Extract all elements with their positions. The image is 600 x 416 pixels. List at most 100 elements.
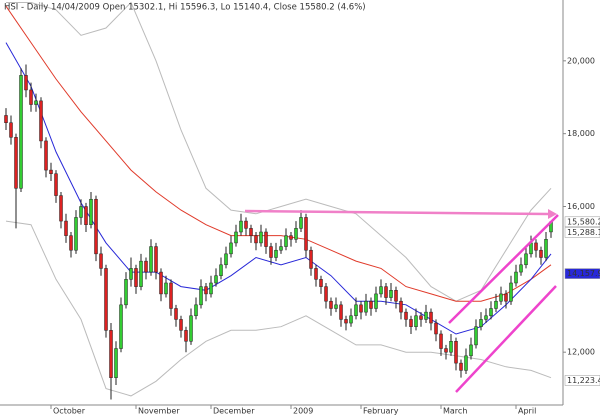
candle-body xyxy=(409,319,413,327)
candle-body xyxy=(279,246,283,251)
candle-body xyxy=(29,89,33,105)
candle-body xyxy=(164,282,168,295)
candle-body xyxy=(289,235,293,240)
trend-lines xyxy=(244,209,559,393)
candle-body xyxy=(129,268,133,280)
candle-body xyxy=(109,330,113,378)
candle-body xyxy=(24,75,28,91)
candle-body xyxy=(159,271,163,295)
candle-body xyxy=(189,315,193,342)
last-value-box xyxy=(564,216,600,228)
candle-body xyxy=(389,290,393,298)
candle-body xyxy=(199,286,203,306)
candle-body xyxy=(404,311,408,320)
candle-body xyxy=(454,341,458,364)
y-tick-label: 18,000 xyxy=(567,129,595,138)
candle-body xyxy=(359,304,363,313)
candle-body xyxy=(234,231,238,244)
candle-body xyxy=(19,75,23,189)
candle-body xyxy=(84,206,88,225)
candle-body xyxy=(104,268,108,331)
candle-body xyxy=(519,264,523,273)
candle-body xyxy=(144,260,148,273)
candle-body xyxy=(174,308,178,320)
candle-body xyxy=(349,315,353,324)
candle-body xyxy=(419,315,423,320)
y-tick-label: 16,000 xyxy=(567,202,595,211)
candle-body xyxy=(499,293,503,302)
candle-body xyxy=(79,206,83,218)
candle-body xyxy=(134,268,138,287)
candle-body xyxy=(274,249,278,258)
candle-body xyxy=(244,220,248,229)
candle-body xyxy=(429,311,433,324)
candle-body xyxy=(294,228,298,240)
candle-body xyxy=(334,304,338,309)
indicator-line xyxy=(6,1,552,302)
candle-body xyxy=(514,271,518,284)
x-tick-label: October xyxy=(53,407,86,416)
candle-body xyxy=(9,122,13,138)
last-value-box xyxy=(564,268,600,279)
channel-lower xyxy=(455,285,557,393)
y-tick-label: 12,000 xyxy=(567,348,595,357)
candle-body xyxy=(284,235,288,247)
channel-upper xyxy=(448,214,559,324)
candle-body xyxy=(484,315,488,320)
x-tick-label: April xyxy=(518,407,536,416)
candle-body xyxy=(319,279,323,287)
candle-body xyxy=(314,268,318,280)
y-tick-label: 20,000 xyxy=(567,56,595,65)
candle-body xyxy=(304,217,308,251)
candle-body xyxy=(239,220,243,233)
candle-body xyxy=(494,300,498,309)
candle-body xyxy=(204,286,208,295)
x-tick-label: November xyxy=(138,407,180,416)
candle-body xyxy=(34,100,38,105)
candle-body xyxy=(354,304,358,317)
last-value-box xyxy=(564,375,600,386)
candle-body xyxy=(119,304,123,349)
candle-body xyxy=(504,293,508,302)
candle-body xyxy=(394,290,398,302)
candle-body xyxy=(54,173,58,196)
last-value-box xyxy=(564,227,600,238)
candle-body xyxy=(59,195,63,222)
plot-area xyxy=(4,1,553,400)
candle-body xyxy=(534,242,538,251)
resistance-arrow xyxy=(244,209,549,216)
candle-body xyxy=(14,137,18,189)
candle-body xyxy=(169,282,173,309)
candle-body xyxy=(219,264,223,276)
candle-body xyxy=(439,333,443,349)
candle-body xyxy=(449,341,453,353)
candle-body xyxy=(474,326,478,346)
candle-body xyxy=(309,249,313,269)
candle-body xyxy=(44,140,48,171)
candle-body xyxy=(179,319,183,331)
candle-body xyxy=(74,217,78,251)
candle-body xyxy=(459,362,463,371)
candle-body xyxy=(344,319,348,324)
candle-body xyxy=(139,260,143,287)
candle-body xyxy=(154,246,158,273)
last-value-label: 15,288.1 xyxy=(567,228,600,237)
x-tick-label: December xyxy=(213,407,255,416)
candle-body xyxy=(324,286,328,302)
candle-body xyxy=(94,198,98,255)
candle-body xyxy=(69,235,73,251)
candle-body xyxy=(209,282,213,295)
candle-body xyxy=(424,311,428,320)
candle-body xyxy=(224,253,228,266)
last-value-label: 14,157.9 xyxy=(567,269,600,278)
arrow-head xyxy=(548,209,557,219)
last-value-label: 11,223.4 xyxy=(567,376,600,385)
candle-body xyxy=(249,228,253,236)
candle-body xyxy=(399,300,403,313)
candle-body xyxy=(149,246,153,273)
last-value-label: 15,580.2 xyxy=(567,217,600,226)
candle-body xyxy=(444,348,448,353)
candle-body xyxy=(299,217,303,229)
chart-title: HSI - Daily 14/04/2009 Open 15302.1, Hi … xyxy=(4,3,366,13)
